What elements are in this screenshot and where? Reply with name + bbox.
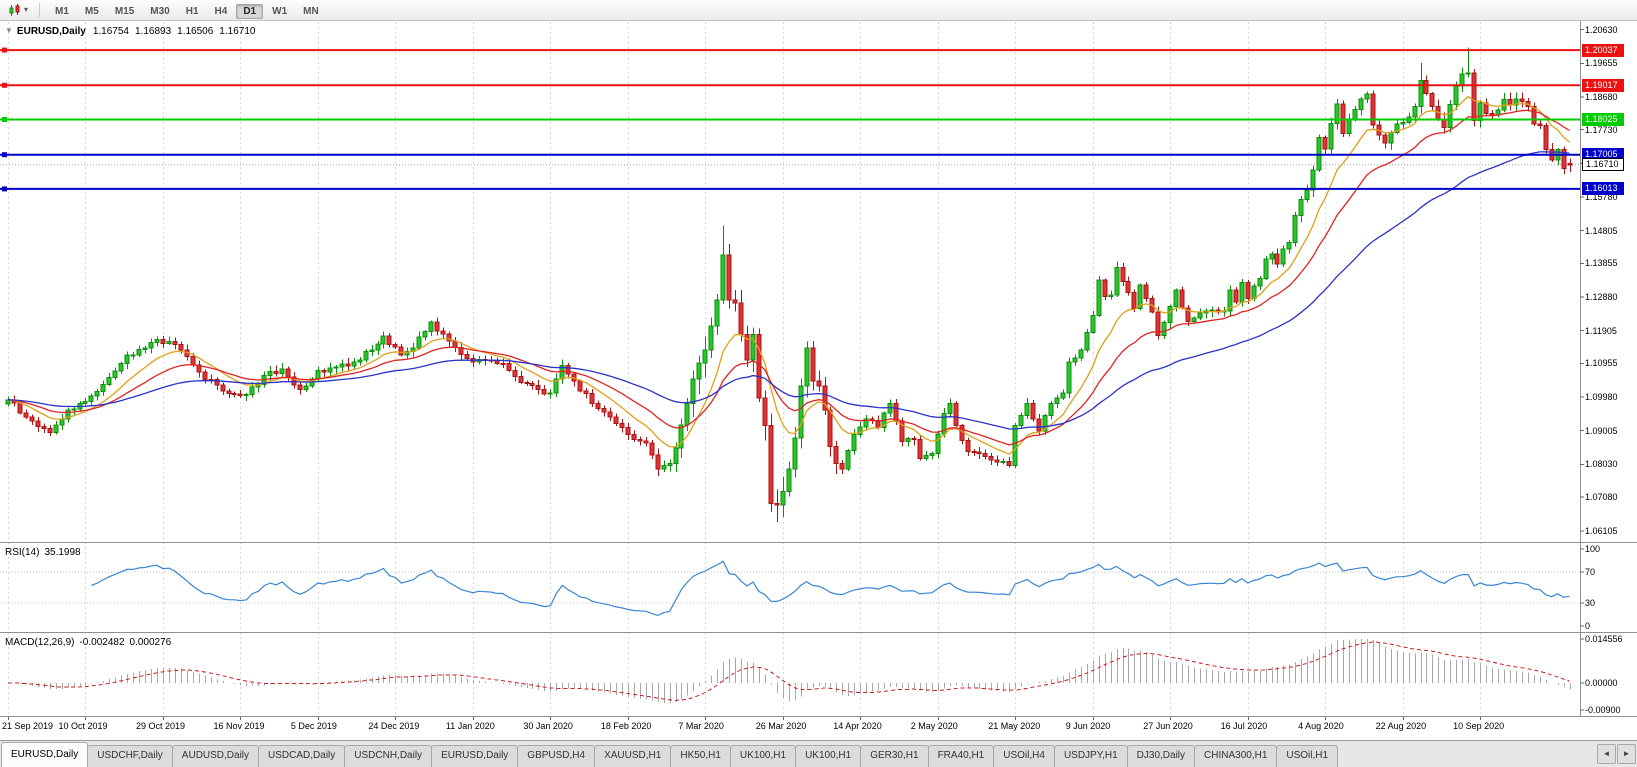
timeframe-button-mn[interactable]: MN [303, 6, 319, 17]
chart-tab-usdjpy-h1[interactable]: USDJPY,H1 [1053, 745, 1128, 767]
hline-handle[interactable] [2, 82, 7, 88]
timeframe-button-m30[interactable]: M30 [150, 6, 170, 17]
chart-canvas[interactable] [0, 0, 1637, 740]
chart-tab-uk100-h1[interactable]: UK100,H1 [795, 745, 862, 767]
ohlc-high: 1.16893 [134, 26, 172, 37]
hline-handle[interactable] [2, 47, 7, 53]
rsi-indicator-label: RSI(14) [5, 547, 40, 558]
chart-tab-uk100-h1[interactable]: UK100,H1 [729, 745, 797, 767]
macd-panel-graphics [8, 639, 1571, 704]
tabs-scroll-right-button[interactable]: ► [1617, 744, 1636, 764]
hline-handle[interactable] [2, 186, 7, 192]
chart-tab-xauusd-h1[interactable]: XAUUSD,H1 [594, 745, 672, 767]
chart-tab-ger30-h1[interactable]: GER30,H1 [860, 745, 929, 767]
timeframe-button-h4[interactable]: H4 [214, 6, 228, 17]
tab-scroll-buttons: ◄ ► [1597, 744, 1636, 767]
timeframe-button-m5[interactable]: M5 [84, 6, 99, 17]
collapse-chart-icon[interactable]: ▼ [5, 26, 13, 35]
horizontal-line-objects[interactable] [0, 47, 1580, 192]
candlestick-series [5, 47, 1573, 522]
chart-tab-usdcad-daily[interactable]: USDCAD,Daily [258, 745, 346, 767]
panel-separators [0, 21, 1637, 717]
price-axis-ticks [1580, 29, 1584, 711]
chart-tab-list: EURUSD,Daily USDCHF,Daily AUDUSD,Daily USDC… [1, 742, 1339, 767]
macd-main-value: -0.002482 [79, 637, 125, 648]
chart-type-button[interactable]: ▾ [4, 2, 32, 19]
timeframe-button-group: M1 M5 M15 M30 H1 H4 D1 W1 MN [47, 1, 327, 19]
chart-tab-usoil-h1[interactable]: USOil,H1 [1276, 745, 1339, 767]
ma-21-line [7, 109, 1570, 446]
tabs-scroll-left-button[interactable]: ◄ [1597, 744, 1616, 764]
macd-panel-header: MACD(12,26,9) -0.002482 0.000276 [5, 637, 171, 648]
toolbar-separator [39, 3, 41, 17]
timeframe-button-m1[interactable]: M1 [55, 6, 69, 17]
top-toolbar: ▾ M1 M5 M15 M30 H1 H4 D1 W1 MN [0, 0, 1637, 21]
chart-tab-eurusd-daily[interactable]: EURUSD,Daily [1, 742, 89, 767]
macd-signal-value: 0.000276 [129, 637, 172, 648]
ma-50-line [7, 151, 1570, 430]
timeframe-button-w1[interactable]: W1 [272, 6, 288, 17]
rsi-panel-graphics [0, 560, 1580, 617]
rsi-indicator-value: 35.1998 [44, 547, 81, 558]
timeframe-button-h1[interactable]: H1 [185, 6, 199, 17]
chart-tab-audusd-daily[interactable]: AUDUSD,Daily [171, 745, 260, 767]
chart-tab-usdchf-daily[interactable]: USDCHF,Daily [87, 745, 173, 767]
moving-average-lines [7, 95, 1570, 455]
rsi-panel-header: RSI(14) 35.1998 [5, 547, 81, 558]
ma-10-line [7, 95, 1570, 455]
chart-tab-dj30-daily[interactable]: DJ30,Daily [1126, 745, 1196, 767]
chart-symbol-title: EURUSD,Daily [16, 26, 86, 37]
hline-handle[interactable] [2, 117, 7, 123]
rsi-line [91, 560, 1570, 617]
chart-tab-china300-h1[interactable]: CHINA300,H1 [1194, 745, 1278, 767]
candlestick-chart-icon [9, 3, 20, 16]
date-gridlines [8, 22, 1481, 720]
chart-tab-fra40-h1[interactable]: FRA40,H1 [927, 745, 995, 767]
chart-tab-hk50-h1[interactable]: HK50,H1 [670, 745, 731, 767]
chart-tab-gbpusd-h4[interactable]: GBPUSD,H4 [517, 745, 596, 767]
ohlc-open: 1.16754 [92, 26, 129, 37]
chart-header: ▼ EURUSD,Daily 1.16754 1.16893 1.16506 1.1671… [5, 26, 261, 37]
macd-indicator-label: MACD(12,26,9) [5, 637, 75, 648]
ohlc-low: 1.16506 [177, 26, 214, 37]
chevron-down-icon: ▾ [24, 5, 29, 14]
chart-tab-usdcnh-daily[interactable]: USDCNH,Daily [344, 745, 433, 767]
timeframe-button-m15[interactable]: M15 [114, 6, 135, 17]
chart-tabs-bar: EURUSD,Daily USDCHF,Daily AUDUSD,Daily USDC… [0, 740, 1637, 767]
chart-tab-eurusd-daily[interactable]: EURUSD,Daily [431, 745, 519, 767]
chart-tab-usoil-h4[interactable]: USOil,H4 [993, 745, 1055, 767]
ohlc-close: 1.16710 [219, 26, 256, 37]
timeframe-button-d1[interactable]: D1 [236, 4, 264, 19]
macd-signal-line [8, 641, 1570, 701]
hline-handle[interactable] [2, 152, 7, 158]
